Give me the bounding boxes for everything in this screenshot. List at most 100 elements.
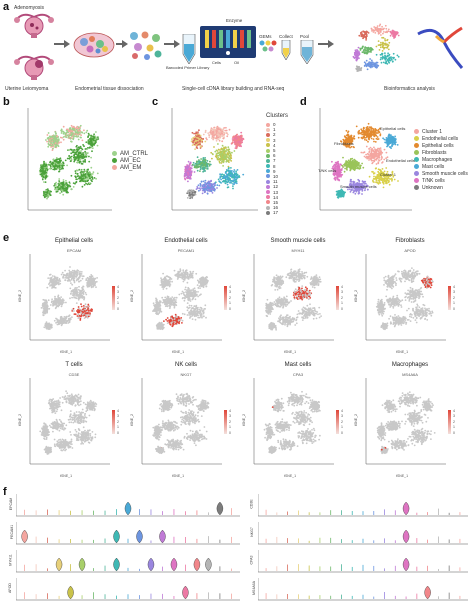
- cell-point: [65, 187, 68, 190]
- cell-point: [77, 146, 79, 149]
- cell-point: [387, 52, 389, 55]
- legend-swatch: [266, 169, 270, 174]
- cell-point: [346, 169, 348, 171]
- cell-point: [385, 151, 388, 154]
- cell-point: [234, 142, 237, 145]
- cell-point: [189, 161, 192, 164]
- cell-point: [229, 154, 232, 156]
- cell-point: [366, 68, 369, 71]
- cell-point: [76, 178, 78, 181]
- cell-point: [50, 141, 52, 143]
- cell-point: [227, 157, 230, 159]
- cell-point: [368, 65, 370, 67]
- cell-point: [341, 164, 344, 167]
- cell-point: [371, 170, 373, 173]
- cell-point: [383, 158, 386, 161]
- legend-item-cluster: 16: [266, 205, 278, 210]
- cell-point: [84, 150, 86, 153]
- cell-point: [232, 183, 234, 185]
- cell-point: [51, 162, 54, 165]
- cell-point: [58, 185, 61, 188]
- cell-point: [217, 138, 220, 140]
- cell-point: [45, 191, 48, 194]
- cell-point: [226, 135, 229, 138]
- step-library-label: Single-cell cDNA library building and RN…: [182, 86, 285, 92]
- cell-point: [81, 185, 84, 188]
- cell-point: [69, 127, 72, 129]
- cell-point: [226, 159, 228, 162]
- cell-point: [60, 128, 63, 131]
- cell-point: [55, 140, 57, 143]
- cell-point: [384, 52, 386, 54]
- uterus-icon-bottom: [14, 55, 54, 80]
- cell-point: [355, 125, 358, 128]
- cell-point: [375, 53, 378, 56]
- cell-point: [193, 164, 195, 166]
- cell-point: [84, 154, 86, 157]
- cell-point: [57, 158, 59, 161]
- cell-point: [223, 180, 226, 183]
- cell-point: [380, 158, 383, 161]
- cell-point: [353, 51, 356, 54]
- cell-point: [81, 131, 84, 134]
- cell-point: [197, 184, 200, 187]
- cell-point: [77, 138, 80, 141]
- cell-point: [365, 39, 367, 41]
- cell-point: [372, 161, 374, 164]
- cell-point: [70, 188, 73, 191]
- cell-point: [350, 183, 353, 186]
- cell-point: [331, 167, 334, 170]
- cell-point: [375, 28, 378, 31]
- cell-point: [219, 173, 221, 176]
- cell-point: [373, 26, 376, 28]
- cell-point: [364, 46, 366, 49]
- cell-point: [359, 165, 361, 168]
- cell-point: [48, 135, 51, 138]
- cell-point: [386, 39, 388, 42]
- cell-point: [364, 182, 367, 185]
- cell-point: [220, 178, 222, 181]
- cell-point: [204, 163, 206, 166]
- cell-point: [336, 176, 338, 179]
- cell-point: [384, 31, 387, 34]
- cell-point: [85, 182, 87, 185]
- cell-point: [56, 135, 59, 138]
- cell-point: [231, 142, 233, 145]
- cell-point: [377, 171, 380, 173]
- cell-point: [97, 138, 100, 140]
- cell-point: [218, 184, 221, 187]
- cell-point: [66, 186, 69, 188]
- cell-point: [365, 33, 368, 36]
- cell-point: [54, 159, 57, 162]
- cell-point: [61, 182, 64, 184]
- cell-point: [353, 135, 355, 138]
- cell-point: [375, 65, 378, 68]
- cell-point: [217, 143, 219, 145]
- cell-point: [228, 128, 231, 131]
- cell-point: [203, 169, 206, 171]
- cell-point: [75, 153, 78, 156]
- cell-point: [365, 36, 367, 39]
- cell-point: [74, 175, 77, 178]
- cell-point: [235, 172, 238, 175]
- cell-point: [368, 175, 371, 178]
- cell-point: [385, 142, 388, 144]
- cell-point: [231, 151, 233, 154]
- cell-point: [82, 155, 84, 157]
- cell-point: [362, 126, 365, 129]
- cell-point: [77, 129, 80, 132]
- legend-item: AM_EC: [112, 157, 148, 164]
- cell-point: [74, 182, 76, 185]
- cell-point: [62, 125, 65, 128]
- cell-point: [91, 178, 94, 180]
- cell-point: [193, 132, 195, 135]
- cell-point: [356, 53, 359, 56]
- cell-point: [391, 173, 394, 175]
- cell-point: [188, 190, 191, 193]
- cell-point: [217, 133, 220, 136]
- cell-point: [346, 161, 349, 163]
- legend-clusters: 0 1 2 3 4 5 6 7 8 9 10 11 12 13 14 15 16 17: [266, 122, 278, 215]
- cell-point: [205, 189, 208, 191]
- cell-point: [370, 156, 373, 158]
- cell-point: [195, 132, 198, 135]
